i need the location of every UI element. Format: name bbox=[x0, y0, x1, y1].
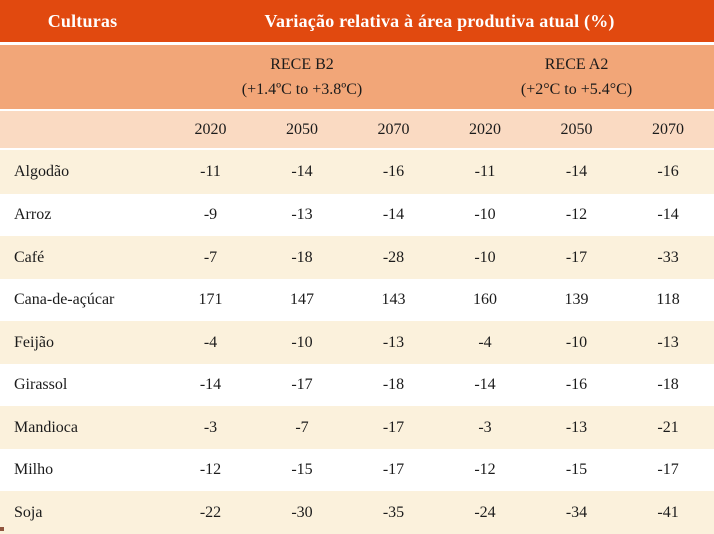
scenario-spacer-cell bbox=[0, 43, 165, 111]
scenario-header-row: RECE B2 (+1.4ºC to +3.8ºC) RECE A2 (+2°C… bbox=[0, 43, 714, 111]
value-cell: -3 bbox=[165, 406, 256, 449]
year-header: 2070 bbox=[348, 110, 439, 150]
crop-name-cell: Cana-de-açúcar bbox=[0, 278, 165, 322]
year-header: 2020 bbox=[165, 110, 256, 150]
year-header: 2050 bbox=[256, 110, 348, 150]
scenario-rece-a2: RECE A2 (+2°C to +5.4°C) bbox=[439, 43, 714, 111]
year-spacer-cell bbox=[0, 110, 165, 150]
value-cell: -17 bbox=[348, 448, 439, 492]
value-cell: -24 bbox=[439, 491, 531, 534]
crop-name-cell: Mandioca bbox=[0, 406, 165, 449]
value-cell: -7 bbox=[256, 406, 348, 449]
crop-name-cell: Café bbox=[0, 236, 165, 279]
crop-name-cell: Girassol bbox=[0, 363, 165, 407]
value-cell: -11 bbox=[439, 149, 531, 194]
value-cell: -18 bbox=[348, 363, 439, 407]
value-cell: -16 bbox=[348, 149, 439, 194]
table-row: Arroz -9 -13 -14 -10 -12 -14 bbox=[0, 193, 714, 237]
table-row: Girassol -14 -17 -18 -14 -16 -18 bbox=[0, 363, 714, 407]
value-cell: -28 bbox=[348, 236, 439, 279]
value-cell: -10 bbox=[439, 193, 531, 237]
value-cell: -4 bbox=[165, 321, 256, 364]
value-cell: -13 bbox=[348, 321, 439, 364]
value-cell: -34 bbox=[531, 491, 622, 534]
table-title: Variação relativa à área produtiva atual… bbox=[165, 0, 714, 45]
value-cell: 139 bbox=[531, 278, 622, 322]
year-header: 2070 bbox=[622, 110, 714, 150]
value-cell: -21 bbox=[622, 406, 714, 449]
table-row: Feijão -4 -10 -13 -4 -10 -13 bbox=[0, 321, 714, 364]
value-cell: -14 bbox=[256, 149, 348, 194]
value-cell: -16 bbox=[622, 149, 714, 194]
value-cell: -17 bbox=[256, 363, 348, 407]
culturas-header: Culturas bbox=[0, 0, 165, 45]
value-cell: -17 bbox=[348, 406, 439, 449]
value-cell: -9 bbox=[165, 193, 256, 237]
value-cell: -14 bbox=[622, 193, 714, 237]
value-cell: -14 bbox=[531, 149, 622, 194]
table-row: Mandioca -3 -7 -17 -3 -13 -21 bbox=[0, 406, 714, 449]
table-row: Café -7 -18 -28 -10 -17 -33 bbox=[0, 236, 714, 279]
value-cell: -35 bbox=[348, 491, 439, 534]
value-cell: -13 bbox=[256, 193, 348, 237]
table-row: Algodão -11 -14 -16 -11 -14 -16 bbox=[0, 149, 714, 194]
value-cell: -10 bbox=[439, 236, 531, 279]
crop-name-cell: Algodão bbox=[0, 149, 165, 194]
value-cell: -14 bbox=[439, 363, 531, 407]
scenario-name: RECE A2 bbox=[544, 55, 609, 73]
table-row: Soja -22 -30 -35 -24 -34 -41 bbox=[0, 491, 714, 534]
scenario-temp-range: (+2°C to +5.4°C) bbox=[520, 80, 633, 98]
value-cell: -12 bbox=[439, 448, 531, 492]
value-cell: -18 bbox=[256, 236, 348, 279]
table-row: Cana-de-açúcar 171 147 143 160 139 118 bbox=[0, 278, 714, 322]
value-cell: -13 bbox=[531, 406, 622, 449]
year-header: 2050 bbox=[531, 110, 622, 150]
value-cell: -3 bbox=[439, 406, 531, 449]
value-cell: 118 bbox=[622, 278, 714, 322]
main-header-row: Culturas Variação relativa à área produt… bbox=[0, 0, 714, 45]
value-cell: -10 bbox=[531, 321, 622, 364]
crop-name-cell: Milho bbox=[0, 448, 165, 492]
crop-name-cell: Soja bbox=[0, 491, 165, 534]
year-header: 2020 bbox=[439, 110, 531, 150]
scenario-temp-range: (+1.4ºC to +3.8ºC) bbox=[241, 80, 363, 98]
crop-name-cell: Feijão bbox=[0, 321, 165, 364]
print-artifact-mark bbox=[0, 527, 4, 531]
value-cell: -41 bbox=[622, 491, 714, 534]
value-cell: -17 bbox=[622, 448, 714, 492]
value-cell: -13 bbox=[622, 321, 714, 364]
value-cell: -7 bbox=[165, 236, 256, 279]
value-cell: -12 bbox=[165, 448, 256, 492]
table-row: Milho -12 -15 -17 -12 -15 -17 bbox=[0, 448, 714, 492]
value-cell: -14 bbox=[348, 193, 439, 237]
value-cell: -16 bbox=[531, 363, 622, 407]
scenario-name: RECE B2 bbox=[270, 55, 334, 73]
value-cell: 171 bbox=[165, 278, 256, 322]
year-header-row: 2020 2050 2070 2020 2050 2070 bbox=[0, 110, 714, 150]
value-cell: -4 bbox=[439, 321, 531, 364]
value-cell: -17 bbox=[531, 236, 622, 279]
value-cell: -18 bbox=[622, 363, 714, 407]
value-cell: -15 bbox=[531, 448, 622, 492]
value-cell: 160 bbox=[439, 278, 531, 322]
value-cell: -33 bbox=[622, 236, 714, 279]
value-cell: -30 bbox=[256, 491, 348, 534]
value-cell: -12 bbox=[531, 193, 622, 237]
scenario-rece-b2: RECE B2 (+1.4ºC to +3.8ºC) bbox=[165, 43, 439, 111]
value-cell: -15 bbox=[256, 448, 348, 492]
value-cell: -10 bbox=[256, 321, 348, 364]
crop-name-cell: Arroz bbox=[0, 193, 165, 237]
value-cell: 143 bbox=[348, 278, 439, 322]
value-cell: 147 bbox=[256, 278, 348, 322]
value-cell: -11 bbox=[165, 149, 256, 194]
value-cell: -14 bbox=[165, 363, 256, 407]
value-cell: -22 bbox=[165, 491, 256, 534]
